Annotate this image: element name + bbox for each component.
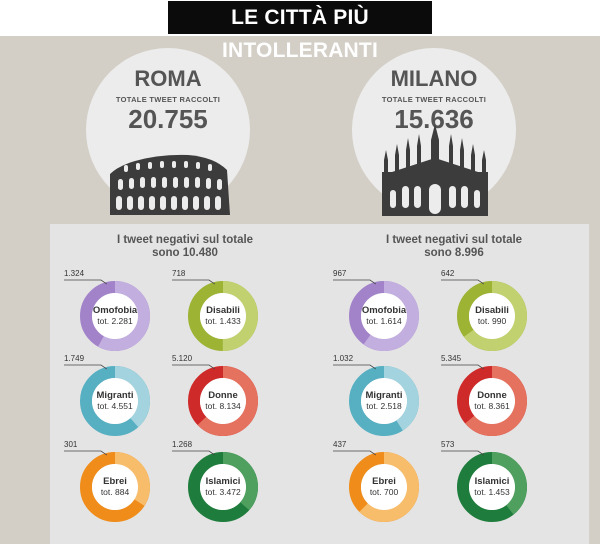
milano-islamici-negative-value: 573 <box>441 440 455 449</box>
category-name: Islamici <box>474 476 510 487</box>
category-name: Islamici <box>205 476 241 487</box>
roma-migranti-label: Migranti tot. 4.551 <box>87 390 143 412</box>
roma-migranti-negative-value: 1.749 <box>64 354 85 363</box>
category-total: tot. 3.472 <box>205 487 241 497</box>
category-total: tot. 1.433 <box>205 316 241 326</box>
category-total: tot. 4.551 <box>97 401 133 411</box>
roma-omofobia-negative-value: 1.324 <box>64 269 85 278</box>
roma-city-name: ROMA <box>134 66 202 91</box>
roma-ebrei-label: Ebrei tot. 884 <box>87 476 143 498</box>
roma-panel-title: I tweet negativi sul totale <box>116 234 254 246</box>
category-total: tot. 2.281 <box>97 316 133 326</box>
main-title: LE CITTÀ PIÙ INTOLLERANTI <box>168 1 432 62</box>
category-name: Migranti <box>365 390 403 401</box>
milano-total: 15.636 <box>394 104 474 134</box>
category-total: tot. 884 <box>100 487 130 497</box>
roma-disabili-label: Disabili tot. 1.433 <box>195 305 251 327</box>
category-total: tot. 1.614 <box>366 316 402 326</box>
milano-omofobia-negative-value: 967 <box>333 269 347 278</box>
milano-donne-negative-value: 5.345 <box>441 354 462 363</box>
roma-total: 20.755 <box>128 104 208 134</box>
roma-panel-total: sono 10.480 <box>152 247 218 259</box>
category-name: Ebrei <box>372 476 396 487</box>
category-name: Donne <box>208 390 238 401</box>
roma-islamici-negative-value: 1.268 <box>172 440 193 449</box>
roma-disabili-negative-value: 718 <box>172 269 186 278</box>
category-name: Migranti <box>96 390 134 401</box>
milano-migranti-label: Migranti tot. 2.518 <box>356 390 412 412</box>
milano-city-name: MILANO <box>390 66 478 91</box>
milano-islamici-label: Islamici tot. 1.453 <box>464 476 520 498</box>
category-name: Disabili <box>206 305 240 316</box>
milano-panel-title: I tweet negativi sul totale <box>385 234 523 246</box>
roma-islamici-label: Islamici tot. 3.472 <box>195 476 251 498</box>
milano-migranti-negative-value: 1.032 <box>333 354 354 363</box>
roma-omofobia-label: Omofobia tot. 2.281 <box>87 305 143 327</box>
category-total: tot. 1.453 <box>474 487 510 497</box>
category-name: Ebrei <box>103 476 127 487</box>
category-total: tot. 990 <box>477 316 507 326</box>
title-bar: LE CITTÀ PIÙ INTOLLERANTI <box>0 0 600 62</box>
milano-omofobia-label: Omofobia tot. 1.614 <box>356 305 412 327</box>
category-name: Donne <box>477 390 507 401</box>
milano-ebrei-label: Ebrei tot. 700 <box>356 476 412 498</box>
category-name: Omofobia <box>92 305 138 316</box>
milano-panel-total: sono 8.996 <box>424 247 484 259</box>
category-name: Omofobia <box>361 305 407 316</box>
category-total: tot. 2.518 <box>366 401 402 411</box>
category-name: Disabili <box>475 305 509 316</box>
roma-donne-negative-value: 5.120 <box>172 354 193 363</box>
category-total: tot. 8.361 <box>474 401 510 411</box>
roma-subtitle: TOTALE TWEET RACCOLTI <box>115 95 221 104</box>
category-total: tot. 700 <box>369 487 399 497</box>
roma-ebrei-negative-value: 301 <box>64 440 78 449</box>
milano-subtitle: TOTALE TWEET RACCOLTI <box>381 95 487 104</box>
milano-donne-label: Donne tot. 8.361 <box>464 390 520 412</box>
milano-ebrei-negative-value: 437 <box>333 440 347 449</box>
milano-disabili-negative-value: 642 <box>441 269 455 278</box>
milano-disabili-label: Disabili tot. 990 <box>464 305 520 327</box>
category-total: tot. 8.134 <box>205 401 241 411</box>
roma-donne-label: Donne tot. 8.134 <box>195 390 251 412</box>
